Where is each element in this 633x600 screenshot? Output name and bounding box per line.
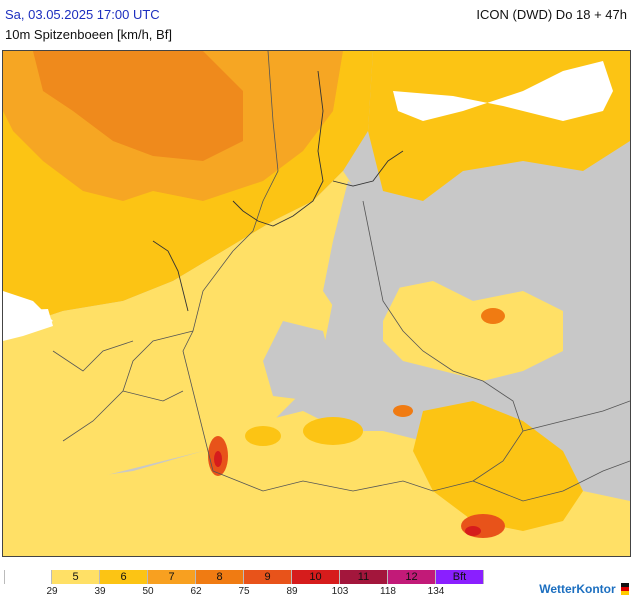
legend-label-7: 11 — [357, 571, 370, 583]
variable-title: 10m Spitzenboeen [km/h, Bf] — [5, 27, 172, 42]
yellow-land-southeast — [413, 401, 583, 531]
brand-text: WetterKontor — [539, 582, 616, 596]
legend-label-8: 12 — [405, 571, 418, 583]
gust-cell-6 — [245, 426, 281, 446]
legend-tick-8: 134 — [427, 586, 445, 597]
legend-tick-7: 118 — [380, 586, 396, 597]
dark-orange-gust-core — [33, 51, 243, 161]
color-legend: 5 6 7 8 9 10 11 12 Bft — [4, 570, 484, 584]
legend-label-6: 10 — [309, 571, 322, 583]
legend-box-1: 5 — [52, 570, 100, 584]
coastlines — [152, 70, 404, 312]
legend-label-5: 9 — [264, 571, 271, 583]
legend-label-1: 5 — [72, 571, 79, 583]
grey-interior-south — [263, 321, 333, 401]
legend-ticks: 29 39 50 62 75 89 103 118 134 — [4, 586, 504, 600]
grey-interior-central — [323, 181, 403, 321]
country-borders — [52, 51, 630, 502]
legend-box-4: 8 — [196, 570, 244, 584]
legend-box-6: 10 — [292, 570, 340, 584]
baltic-lake-white — [393, 61, 613, 121]
wind-gust-map[interactable] — [2, 50, 631, 557]
forecast-datetime: Sa, 03.05.2025 17:00 UTC — [5, 7, 160, 22]
gust-cell-2 — [214, 451, 222, 467]
gust-cell-3 — [481, 308, 505, 324]
legend-box-5: 9 — [244, 570, 292, 584]
legend-box-8: 12 — [388, 570, 436, 584]
legend-tick-0: 29 — [46, 586, 58, 597]
legend-box-7: 11 — [340, 570, 388, 584]
yellow-land-east — [383, 281, 563, 381]
legend-label-4: 8 — [216, 571, 223, 583]
legend-tick-5: 89 — [286, 586, 298, 597]
gust-cell-7 — [303, 417, 363, 445]
legend-box-2: 6 — [100, 570, 148, 584]
legend-tick-3: 62 — [190, 586, 202, 597]
legend-box-3: 7 — [148, 570, 196, 584]
wetterkontor-logo[interactable]: WetterKontor — [539, 582, 629, 596]
legend-tick-1: 39 — [94, 586, 106, 597]
legend-box-0 — [4, 570, 52, 584]
gust-cell-8 — [393, 405, 413, 417]
legend-box-9: Bft — [436, 570, 484, 584]
legend-tick-2: 50 — [142, 586, 154, 597]
model-run-label: ICON (DWD) Do 18 + 47h — [476, 7, 627, 22]
channel-water-2 — [3, 309, 53, 341]
gust-cell-5 — [465, 526, 481, 536]
legend-tick-4: 75 — [238, 586, 250, 597]
legend-label-9: Bft — [452, 571, 467, 583]
legend-tick-6: 103 — [331, 586, 349, 597]
brand-flag-icon — [621, 583, 629, 595]
legend-label-3: 7 — [168, 571, 175, 583]
legend-label-2: 6 — [120, 571, 127, 583]
